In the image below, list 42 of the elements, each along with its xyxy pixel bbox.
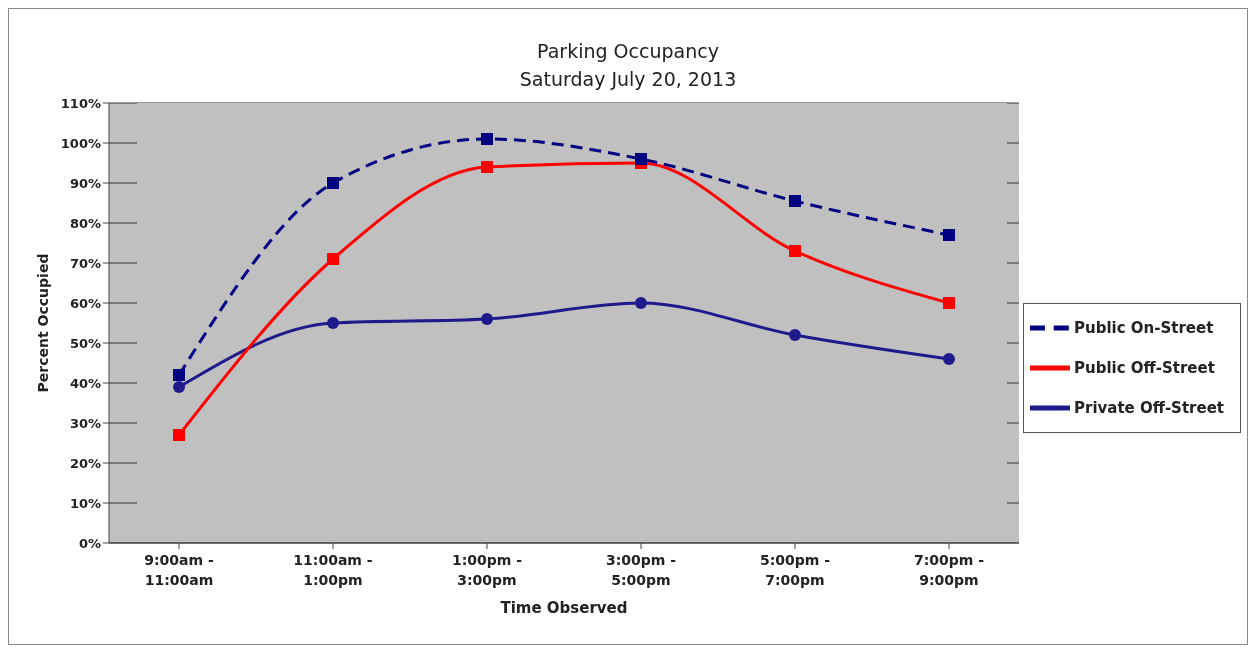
x-tick-label: 3:00pm - 5:00pm bbox=[605, 552, 677, 588]
legend-label: Public On-Street bbox=[1073, 318, 1214, 337]
chart-title: Parking Occupancy bbox=[536, 39, 720, 64]
y-tick-label: 90% bbox=[69, 175, 101, 191]
y-tick-label: 80% bbox=[69, 215, 101, 231]
point bbox=[480, 313, 493, 325]
legend-label: Public Off-Street bbox=[1073, 358, 1215, 377]
point bbox=[480, 161, 493, 173]
x-tick-label: 11:00am - 1:00pm bbox=[293, 552, 373, 588]
point bbox=[634, 153, 647, 165]
y-tick-label: 70% bbox=[69, 255, 101, 271]
y-axis-title: Percent Occupied bbox=[34, 253, 51, 393]
y-tick-label: 50% bbox=[69, 335, 101, 351]
x-tick-label: 9:00am - 11:00am bbox=[144, 552, 214, 588]
y-tick-label: 10% bbox=[69, 495, 101, 511]
point bbox=[327, 253, 339, 265]
legend-label: Private Off-Street bbox=[1073, 398, 1224, 417]
point bbox=[634, 297, 647, 309]
point bbox=[173, 429, 185, 441]
x-axis-title: Time Observed bbox=[500, 599, 628, 617]
y-tick-label: 110% bbox=[60, 95, 101, 111]
y-tick-label: 100% bbox=[60, 135, 101, 151]
point bbox=[173, 381, 185, 393]
point bbox=[327, 317, 339, 329]
point bbox=[788, 329, 801, 341]
point bbox=[327, 177, 339, 189]
x-tick-label: 5:00pm - 7:00pm bbox=[759, 552, 831, 588]
point bbox=[942, 297, 955, 309]
y-tick-label: 20% bbox=[69, 455, 101, 471]
point bbox=[173, 369, 185, 381]
y-tick-label: 30% bbox=[69, 415, 101, 431]
x-tick-label: 7:00pm - 9:00pm bbox=[913, 552, 985, 588]
chart-subtitle: Saturday July 20, 2013 bbox=[518, 67, 738, 92]
x-tick-label: 1:00pm - 3:00pm bbox=[451, 552, 523, 588]
point bbox=[942, 353, 955, 365]
y-tick-label: 60% bbox=[69, 295, 101, 311]
y-tick-label: 0% bbox=[78, 535, 101, 551]
y-tick-label: 40% bbox=[69, 375, 101, 391]
point bbox=[942, 229, 955, 241]
point bbox=[788, 195, 801, 207]
point bbox=[788, 245, 801, 257]
point bbox=[480, 133, 493, 145]
